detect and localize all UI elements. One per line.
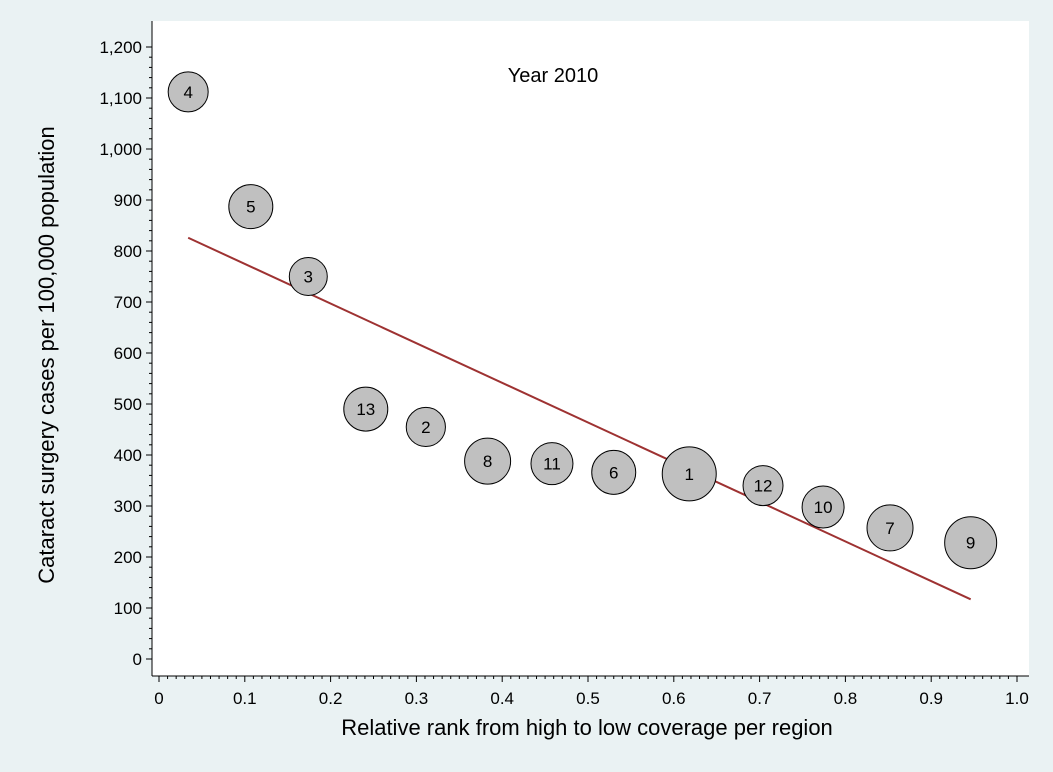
y-tick-label: 1,200 xyxy=(99,38,142,57)
bubble-point xyxy=(801,485,845,529)
bubble-label: 7 xyxy=(885,519,894,538)
x-tick-label: 1.0 xyxy=(1005,689,1029,708)
y-tick-label: 500 xyxy=(114,395,142,414)
x-tick-label: 0 xyxy=(154,689,163,708)
bubble-label: 3 xyxy=(304,268,313,287)
y-tick-label: 200 xyxy=(114,548,142,567)
x-tick-label: 0.2 xyxy=(319,689,343,708)
y-tick-label: 600 xyxy=(114,344,142,363)
bubble-point xyxy=(591,449,637,495)
bubble-label: 12 xyxy=(754,477,773,496)
fit-line xyxy=(187,236,972,601)
y-tick-label: 900 xyxy=(114,191,142,210)
x-axis-title: Relative rank from high to low coverage … xyxy=(341,715,833,740)
bubble-label: 5 xyxy=(246,198,255,217)
y-tick-label: 1,000 xyxy=(99,140,142,159)
x-tick-label: 0.4 xyxy=(490,689,514,708)
bubble-point xyxy=(405,406,446,448)
bubble-label: 4 xyxy=(183,83,192,102)
bubble-point xyxy=(167,71,209,113)
bubble-label: 9 xyxy=(966,534,975,553)
bubble-label: 10 xyxy=(814,498,833,517)
bubble-label: 6 xyxy=(609,463,618,482)
bubble-point xyxy=(228,184,274,230)
plot-area xyxy=(152,21,1029,676)
bubble-label: 8 xyxy=(483,452,492,471)
bubbles-group: 4 5 3 13 2 8 11 6 1 12 10 7 9 xyxy=(167,71,998,570)
x-tick-label: 0.9 xyxy=(919,689,943,708)
y-tick-label: 1,100 xyxy=(99,89,142,108)
bubble-label: 1 xyxy=(685,465,694,484)
bubble-label: 11 xyxy=(543,455,561,474)
x-axis-ticks: 0 0.1 0.2 0.3 0.4 0.5 0.6 0.7 0.8 0.9 1.0 xyxy=(154,676,1029,708)
y-axis-ticks: 0 100 200 300 400 500 600 700 800 900 1,000 1,100 1,… xyxy=(99,38,152,669)
y-tick-label: 800 xyxy=(114,242,142,261)
bubble-label: 2 xyxy=(421,418,430,437)
bubble-point xyxy=(530,442,574,486)
bubble-label: 13 xyxy=(356,400,375,419)
y-tick-label: 300 xyxy=(114,497,142,516)
bubble-point xyxy=(944,516,998,570)
y-tick-label: 700 xyxy=(114,293,142,312)
chart-annotation: Year 2010 xyxy=(508,65,598,87)
x-tick-label: 0.5 xyxy=(576,689,600,708)
x-tick-label: 0.3 xyxy=(405,689,429,708)
bubble-point xyxy=(866,504,914,552)
x-tick-label: 0.7 xyxy=(748,689,772,708)
y-tick-label: 100 xyxy=(114,599,142,618)
fit-line-group xyxy=(187,236,972,601)
y-tick-label: 0 xyxy=(133,650,142,669)
bubble-point xyxy=(464,437,512,485)
y-tick-label: 400 xyxy=(114,446,142,465)
bubble-point xyxy=(661,446,717,502)
x-tick-label: 0.1 xyxy=(233,689,257,708)
x-tick-label: 0.8 xyxy=(834,689,858,708)
x-tick-label: 0.6 xyxy=(662,689,686,708)
bubble-point xyxy=(742,465,784,507)
bubble-point xyxy=(343,386,389,432)
y-axis-title: Cataract surgery cases per 100,000 popul… xyxy=(34,126,59,583)
bubble-point xyxy=(288,257,328,296)
